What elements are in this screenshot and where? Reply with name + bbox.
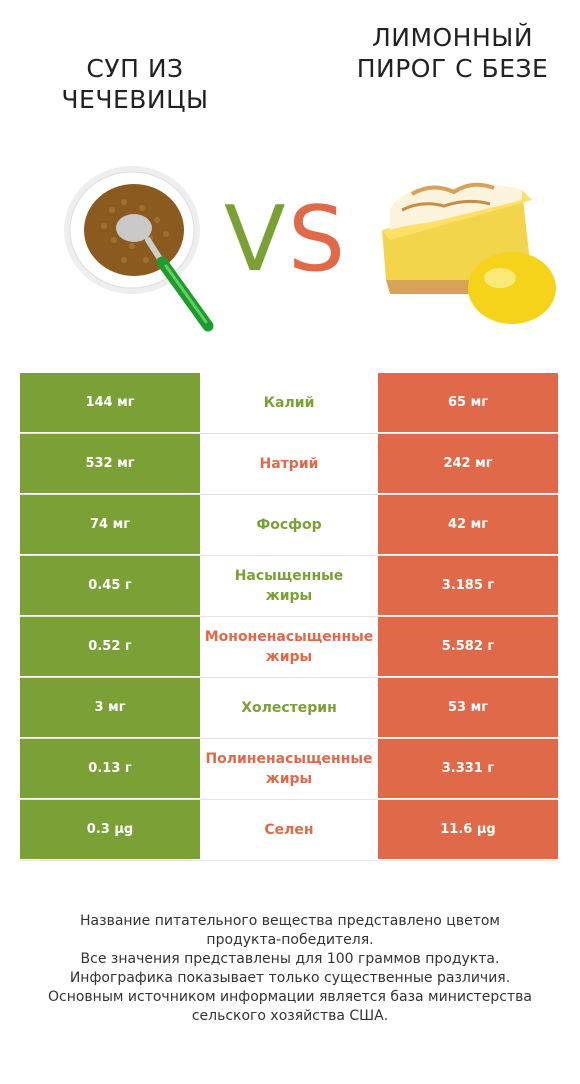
right-value: 42 мг bbox=[378, 495, 558, 554]
right-value: 5.582 г bbox=[378, 617, 558, 676]
nutrient-name: Натрий bbox=[259, 455, 319, 472]
table-row: 0.3 µg Селен 11.6 µg bbox=[20, 799, 558, 861]
nutrient-name: Полиненасыщенные жиры bbox=[205, 750, 373, 787]
lentil-soup-image bbox=[64, 166, 214, 332]
table-row: 3 мг Холестерин 53 мг bbox=[20, 677, 558, 738]
right-value: 242 мг bbox=[378, 434, 558, 493]
vs-label: V S bbox=[222, 190, 352, 290]
table-row: 144 мг Калий 65 мг bbox=[20, 373, 558, 433]
vs-v-letter: V bbox=[224, 187, 286, 292]
table-row: 0.13 г Полиненасыщенные жиры 3.331 г bbox=[20, 738, 558, 799]
footer-line: продукта-победителя. bbox=[206, 932, 374, 948]
left-value: 0.3 µg bbox=[20, 800, 200, 859]
footer-line: Название питательного вещества представл… bbox=[80, 913, 500, 929]
table-row: 0.52 г Мононенасыщенные жиры 5.582 г bbox=[20, 616, 558, 677]
left-value: 74 мг bbox=[20, 495, 200, 554]
right-value: 53 мг bbox=[378, 678, 558, 737]
nutrient-name: Холестерин bbox=[241, 699, 337, 716]
footer-line: Инфографика показывает только существенн… bbox=[69, 970, 511, 986]
right-product-title: ЛИМОННЫЙ ПИРОГ С БЕЗЕ bbox=[356, 23, 549, 83]
left-value: 532 мг bbox=[20, 434, 200, 493]
footer-line: Все значения представлены для 100 граммо… bbox=[80, 951, 500, 967]
footer-note: Название питательного вещества представл… bbox=[20, 912, 560, 1026]
left-value: 0.45 г bbox=[20, 556, 200, 615]
footer-line: Основным источником информации является … bbox=[48, 989, 532, 1005]
right-value: 11.6 µg bbox=[378, 800, 558, 859]
left-value: 0.13 г bbox=[20, 739, 200, 798]
table-row: 74 мг Фосфор 42 мг bbox=[20, 494, 558, 555]
left-value: 144 мг bbox=[20, 373, 200, 432]
nutrient-name: Калий bbox=[263, 394, 315, 411]
table-row: 532 мг Натрий 242 мг bbox=[20, 433, 558, 494]
right-value: 65 мг bbox=[378, 373, 558, 432]
nutrient-name: Селен bbox=[264, 821, 314, 838]
right-value: 3.185 г bbox=[378, 556, 558, 615]
nutrient-name: Фосфор bbox=[256, 516, 322, 533]
lemon-meringue-pie-image bbox=[382, 182, 556, 324]
vs-s-letter: S bbox=[288, 187, 346, 292]
nutrient-name: Мононенасыщенные жиры bbox=[204, 628, 374, 665]
left-value: 3 мг bbox=[20, 678, 200, 737]
nutrient-comparison-table: 144 мг Калий 65 мг 532 мг Натрий 242 мг … bbox=[20, 373, 558, 861]
table-row: 0.45 г Насыщенные жиры 3.185 г bbox=[20, 555, 558, 616]
left-product-title: СУП ИЗ ЧЕЧЕВИЦЫ bbox=[61, 54, 209, 114]
nutrient-name: Насыщенные жиры bbox=[234, 567, 344, 604]
right-value: 3.331 г bbox=[378, 739, 558, 798]
footer-line: сельского хозяйства США. bbox=[191, 1008, 389, 1024]
left-value: 0.52 г bbox=[20, 617, 200, 676]
